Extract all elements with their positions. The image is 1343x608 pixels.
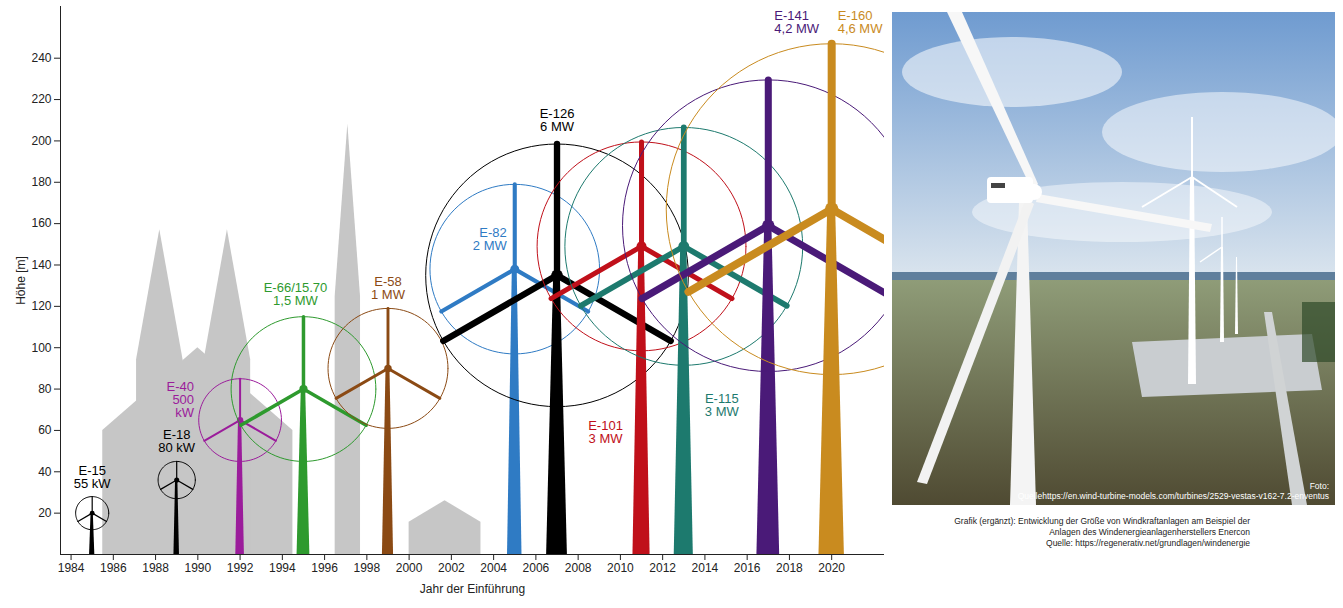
svg-text:80: 80 (38, 382, 52, 396)
svg-text:1986: 1986 (100, 561, 127, 575)
svg-text:1998: 1998 (354, 561, 381, 575)
svg-text:180: 180 (31, 175, 51, 189)
svg-text:200: 200 (31, 134, 51, 148)
svg-text:2010: 2010 (607, 561, 634, 575)
svg-text:E-1555 kW: E-1555 kW (74, 463, 112, 491)
html-text:Quelle: https://regenerativ.ne: Quelle: https://regenerativ.net/grundlag… (1046, 538, 1250, 549)
svg-text:2006: 2006 (523, 561, 550, 575)
svg-text:1994: 1994 (269, 561, 296, 575)
svg-text:E-1266 MW: E-1266 MW (540, 106, 575, 134)
svg-text:E-1604,6 MW: E-1604,6 MW (838, 8, 884, 36)
svg-text:140: 140 (31, 258, 51, 272)
svg-text:2014: 2014 (692, 561, 719, 575)
svg-text:160: 160 (31, 216, 51, 230)
svg-text:2018: 2018 (776, 561, 803, 575)
svg-text:E-822 MW: E-822 MW (473, 225, 508, 253)
svg-text:20: 20 (38, 506, 52, 520)
svg-text:1996: 1996 (311, 561, 338, 575)
svg-text:E-1414,2 MW: E-1414,2 MW (774, 8, 820, 36)
svg-text:2002: 2002 (438, 561, 465, 575)
svg-text:E-1013 MW: E-1013 MW (588, 418, 623, 446)
svg-text:Höhe [m]: Höhe [m] (14, 256, 28, 305)
svg-text:1992: 1992 (227, 561, 254, 575)
svg-text:2016: 2016 (734, 561, 761, 575)
svg-text:2008: 2008 (565, 561, 592, 575)
svg-text:E-1880 kW: E-1880 kW (158, 427, 196, 455)
svg-text:1990: 1990 (184, 561, 211, 575)
svg-text:100: 100 (31, 341, 51, 355)
svg-text:120: 120 (31, 299, 51, 313)
svg-text:1984: 1984 (58, 561, 85, 575)
svg-text:2004: 2004 (480, 561, 507, 575)
svg-text:Jahr der Einführung: Jahr der Einführung (420, 582, 525, 596)
svg-text:2020: 2020 (818, 561, 845, 575)
html-text:Quellehttps://en.wind-turbine-: Quellehttps://en.wind-turbine-models.com… (1017, 490, 1329, 501)
svg-text:2012: 2012 (649, 561, 676, 575)
html-text:Grafik (ergänzt): Entwicklung: Grafik (ergänzt): Entwicklung der Größe … (954, 516, 1250, 537)
svg-text:E-1153 MW: E-1153 MW (705, 391, 740, 419)
svg-text:60: 60 (38, 423, 52, 437)
svg-text:40: 40 (38, 465, 52, 479)
svg-text:E-66/15.701,5 MW: E-66/15.701,5 MW (264, 280, 328, 308)
html-text:Foto:: Foto: (1309, 480, 1329, 491)
svg-text:220: 220 (31, 92, 51, 106)
svg-text:240: 240 (31, 51, 51, 65)
svg-text:2000: 2000 (396, 561, 423, 575)
svg-text:E-581 MW: E-581 MW (371, 274, 406, 302)
svg-text:1988: 1988 (142, 561, 169, 575)
svg-text:E-40500kW: E-40500kW (167, 379, 195, 420)
